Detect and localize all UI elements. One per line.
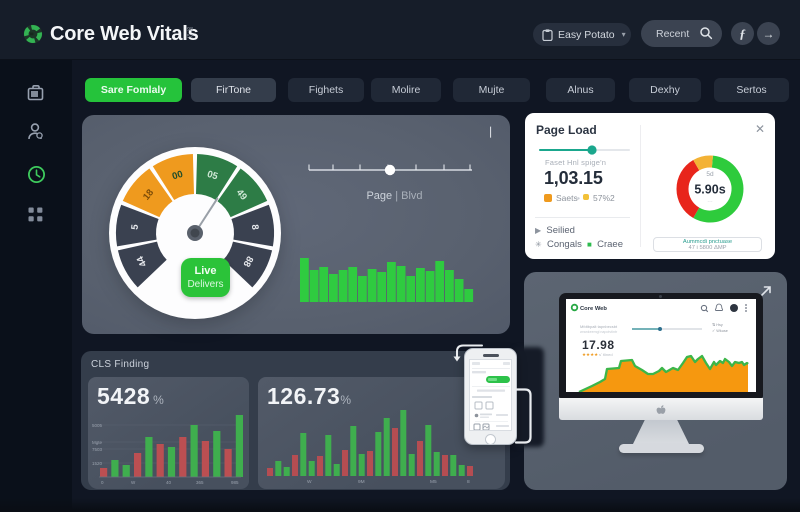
svg-text:8: 8 [249, 224, 260, 230]
svg-text:40: 40 [166, 480, 172, 485]
svg-text:⋯: ⋯ [707, 200, 713, 206]
svg-text:Mfdtbpalt tapnbecsbt: Mfdtbpalt tapnbecsbt [580, 324, 618, 329]
svg-text:Mgte: Mgte [92, 440, 103, 445]
svg-text:7503: 7503 [92, 447, 103, 452]
svg-text:⇅ Hsy: ⇅ Hsy [712, 323, 723, 327]
svg-text:W: W [307, 479, 312, 485]
svg-text:8: 8 [467, 479, 470, 485]
svg-text:9M: 9M [358, 479, 365, 485]
svg-text:★★★★: ★★★★ [582, 352, 599, 357]
svg-text:88: 88 [241, 254, 256, 269]
svg-text:17.98: 17.98 [582, 338, 615, 352]
svg-text:5d: 5d [706, 171, 714, 178]
svg-text:✓ Wkuse: ✓ Wkuse [712, 329, 728, 333]
svg-text:M5: M5 [430, 479, 437, 485]
svg-text:1520: 1520 [92, 461, 103, 466]
svg-text:Core Web: Core Web [580, 306, 607, 312]
svg-text:sʻ tlined: sʻ tlined [599, 352, 613, 357]
svg-text:5.90s: 5.90s [694, 183, 725, 197]
svg-text:00: 00 [171, 169, 184, 183]
svg-text:0: 0 [101, 480, 104, 485]
svg-text:5005: 5005 [92, 423, 103, 428]
svg-text:5: 5 [130, 223, 142, 230]
svg-text:985: 985 [231, 480, 239, 485]
svg-text:W: W [131, 480, 136, 485]
svg-text:05: 05 [206, 169, 220, 183]
svg-text:365: 365 [196, 480, 204, 485]
svg-text:wrankeemgl napotvtintr: wrankeemgl napotvtintr [580, 330, 618, 334]
